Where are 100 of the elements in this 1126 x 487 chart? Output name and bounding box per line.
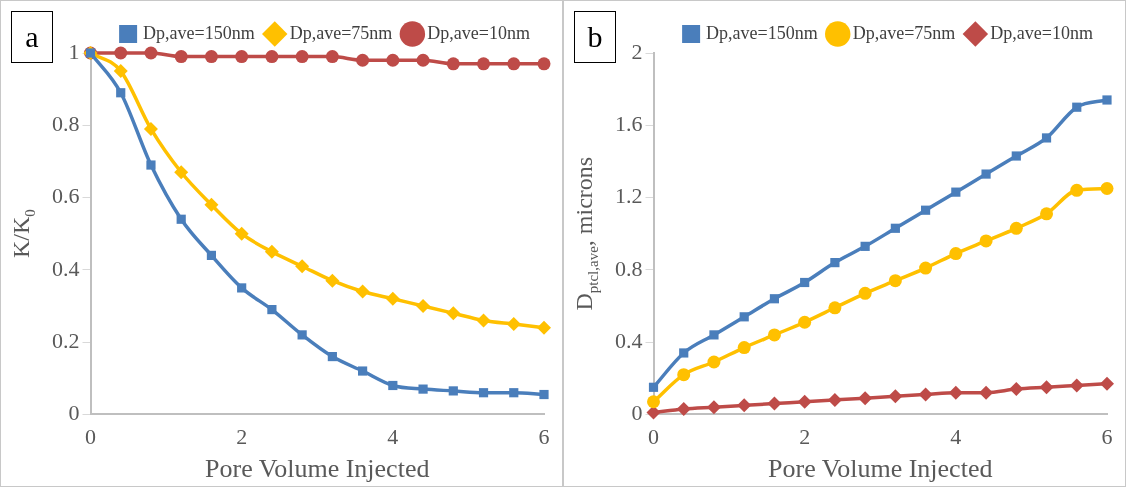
point	[327, 351, 337, 362]
x-tick-label: 0	[648, 424, 659, 450]
point	[648, 382, 659, 392]
point	[386, 53, 400, 67]
point	[948, 385, 963, 400]
point	[477, 57, 491, 71]
point	[1100, 376, 1114, 391]
point	[888, 274, 902, 288]
point	[267, 305, 277, 315]
point	[537, 320, 551, 335]
point	[888, 389, 903, 404]
point	[951, 187, 961, 197]
point	[979, 385, 994, 400]
point	[918, 387, 933, 402]
point	[706, 400, 721, 415]
point	[827, 392, 842, 407]
point	[858, 286, 872, 300]
point	[295, 50, 309, 64]
point	[355, 284, 370, 299]
x-tick-label: 2	[236, 424, 248, 450]
y-tick-label: 0	[631, 400, 643, 426]
point	[858, 391, 873, 406]
y-tick-label: 1.6	[615, 111, 643, 137]
legend-label: Dp,ave=75nm	[289, 22, 393, 43]
point	[1011, 151, 1021, 161]
point	[767, 396, 782, 411]
point	[206, 250, 217, 260]
x-tick-label: 0	[85, 424, 96, 450]
point	[325, 273, 340, 288]
point	[737, 341, 751, 355]
x-tick-label: 6	[1101, 424, 1113, 450]
y-tick-label: 1.2	[615, 183, 643, 209]
point	[828, 301, 842, 315]
point	[676, 401, 691, 416]
point	[539, 389, 549, 400]
legend-label: Dp,ave=75nm	[852, 22, 956, 43]
point	[537, 57, 551, 71]
point	[506, 317, 521, 332]
x-tick-label: 4	[387, 424, 399, 450]
point	[358, 366, 368, 376]
point	[416, 298, 431, 313]
point	[264, 244, 279, 259]
point	[388, 380, 398, 391]
point	[979, 234, 993, 248]
point	[356, 53, 370, 67]
point	[677, 368, 691, 382]
point	[800, 277, 810, 288]
point	[647, 395, 660, 409]
point	[1069, 378, 1084, 393]
point	[234, 226, 249, 241]
point	[1100, 182, 1114, 196]
text: a	[11, 11, 53, 63]
point	[949, 247, 963, 261]
point	[478, 388, 489, 398]
legend-label: Dp,ave=150nm	[143, 22, 255, 43]
y-tick-label: 1	[68, 38, 80, 64]
y-tick-label: 0.2	[52, 327, 80, 353]
point	[174, 165, 189, 180]
y-tick-label: 0.6	[52, 183, 80, 209]
y-tick-label: 0.8	[52, 111, 80, 137]
y-tick-label: 0.4	[615, 327, 643, 353]
point	[890, 223, 900, 233]
point	[237, 283, 247, 293]
point	[1039, 380, 1054, 395]
y-tick-label: 2	[631, 38, 643, 64]
y-axis-title: Dptcl,ave, microns	[571, 156, 601, 311]
point	[709, 330, 719, 340]
point	[446, 306, 461, 321]
point	[646, 405, 661, 420]
point	[1070, 183, 1084, 197]
point	[1040, 207, 1054, 221]
legend-label: Dp,ave=10nm	[427, 22, 531, 43]
point	[174, 50, 188, 64]
point	[448, 386, 458, 396]
point	[981, 169, 991, 179]
point	[1072, 102, 1082, 112]
point	[860, 241, 870, 251]
point	[113, 64, 128, 79]
point	[830, 258, 840, 268]
y-tick-label: 0.8	[615, 255, 643, 281]
point	[265, 50, 279, 64]
point	[235, 50, 249, 64]
point	[507, 57, 521, 71]
legend-label: Dp,ave=10nm	[990, 22, 1094, 43]
point	[769, 294, 780, 304]
point	[146, 160, 156, 170]
point	[297, 330, 307, 340]
legend-label: Dp,ave=150nm	[706, 22, 818, 43]
point	[143, 121, 158, 136]
point	[707, 355, 721, 369]
point	[325, 50, 339, 64]
point	[144, 46, 158, 60]
point	[679, 348, 689, 358]
point	[114, 46, 128, 60]
x-tick-label: 2	[799, 424, 811, 450]
point	[1041, 133, 1052, 143]
point	[1102, 95, 1112, 105]
point	[418, 384, 428, 394]
text: b	[574, 11, 616, 63]
point	[797, 394, 812, 409]
